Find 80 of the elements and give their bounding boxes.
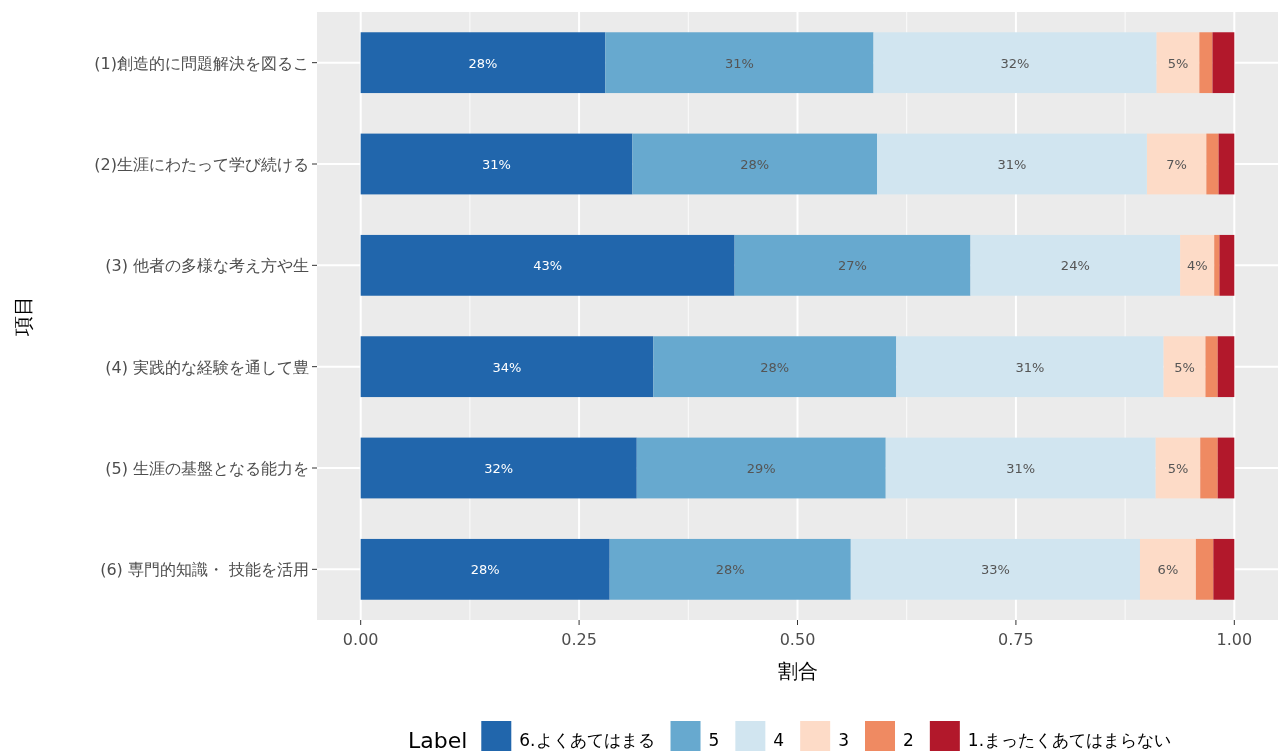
bar xyxy=(1206,133,1219,195)
x-tick-label: 1.00 xyxy=(1216,630,1253,649)
legend-label: 6.よくあてはまる xyxy=(519,730,655,750)
bar xyxy=(1217,437,1235,499)
legend-label: 3 xyxy=(838,730,850,750)
y-axis-title: 項目 xyxy=(11,296,35,337)
y-tick-label: (4) 実践的な経験を通して豊 xyxy=(105,357,309,377)
x-tick-label: 0.75 xyxy=(998,630,1034,649)
bar xyxy=(360,336,654,398)
bar xyxy=(1212,32,1235,94)
bar xyxy=(896,336,1164,398)
bar xyxy=(1156,32,1200,94)
data-label: 5% xyxy=(1167,55,1189,71)
data-label: 27% xyxy=(838,258,867,274)
data-label: 28% xyxy=(470,562,500,578)
data-label: 31% xyxy=(1015,359,1045,375)
bar xyxy=(1195,538,1214,600)
bar xyxy=(970,234,1181,296)
legend-label: 1.まったくあてはまらない xyxy=(967,730,1172,750)
bar xyxy=(1146,133,1207,195)
data-label: 4% xyxy=(1186,258,1208,274)
y-tick-label: (3) 他者の多様な考え方や生 xyxy=(105,256,309,276)
legend-label: 5 xyxy=(708,730,720,750)
bar xyxy=(636,437,886,499)
data-label: 31% xyxy=(724,55,754,71)
y-tick-label: (5) 生涯の基盤となる能力を xyxy=(105,459,309,478)
bar xyxy=(632,133,877,195)
bar xyxy=(1199,32,1213,94)
bar xyxy=(1217,336,1235,398)
bar xyxy=(885,437,1156,499)
data-label: 34% xyxy=(492,359,522,375)
data-label: 29% xyxy=(746,461,776,476)
bar xyxy=(1205,336,1218,398)
data-label: 31% xyxy=(997,157,1027,172)
x-axis-title: 割合 xyxy=(777,659,818,683)
data-label: 32% xyxy=(484,461,514,476)
bar xyxy=(1200,437,1218,499)
data-label: 7% xyxy=(1166,157,1187,172)
data-label: 5% xyxy=(1167,461,1189,476)
data-label: 28% xyxy=(760,359,790,375)
bar xyxy=(609,538,851,600)
bar xyxy=(1218,133,1235,195)
bar xyxy=(850,538,1140,600)
x-tick-label: 0.25 xyxy=(561,630,597,649)
y-tick-label: (1)創造的に問題解決を図るこ xyxy=(94,53,309,73)
bar xyxy=(1214,234,1220,296)
bar xyxy=(360,437,637,499)
bar xyxy=(605,32,874,94)
bar xyxy=(877,133,1147,195)
data-label: 28% xyxy=(740,157,770,172)
x-tick-label: 0.00 xyxy=(342,630,379,649)
bar xyxy=(360,32,606,94)
bar xyxy=(1180,234,1215,296)
legend-title: Label xyxy=(407,728,468,751)
data-label: 32% xyxy=(1000,55,1030,71)
bar xyxy=(1213,538,1235,600)
bar xyxy=(1155,437,1201,499)
bar xyxy=(360,538,610,600)
bar xyxy=(360,234,735,296)
bar xyxy=(1219,234,1235,296)
bar xyxy=(360,133,633,195)
bar xyxy=(1139,538,1196,600)
data-label: 31% xyxy=(1006,461,1036,476)
data-label: 6% xyxy=(1157,562,1179,578)
data-label: 5% xyxy=(1174,359,1195,375)
bar xyxy=(1163,336,1206,398)
data-label: 28% xyxy=(715,562,745,578)
data-label: 43% xyxy=(533,258,563,274)
data-label: 28% xyxy=(468,55,498,71)
y-tick-label: (6) 専門的知識・ 技能を活用 xyxy=(100,560,309,580)
legend-label: 4 xyxy=(773,730,785,750)
bar xyxy=(873,32,1157,94)
bar xyxy=(653,336,897,398)
data-label: 33% xyxy=(980,562,1010,578)
legend-label: 2 xyxy=(903,730,914,750)
data-label: 24% xyxy=(1060,258,1090,274)
y-tick-label: (2)生涯にわたって学び続ける xyxy=(94,155,309,174)
data-label: 31% xyxy=(482,157,511,172)
bar xyxy=(734,234,971,296)
x-tick-label: 0.50 xyxy=(779,630,816,649)
